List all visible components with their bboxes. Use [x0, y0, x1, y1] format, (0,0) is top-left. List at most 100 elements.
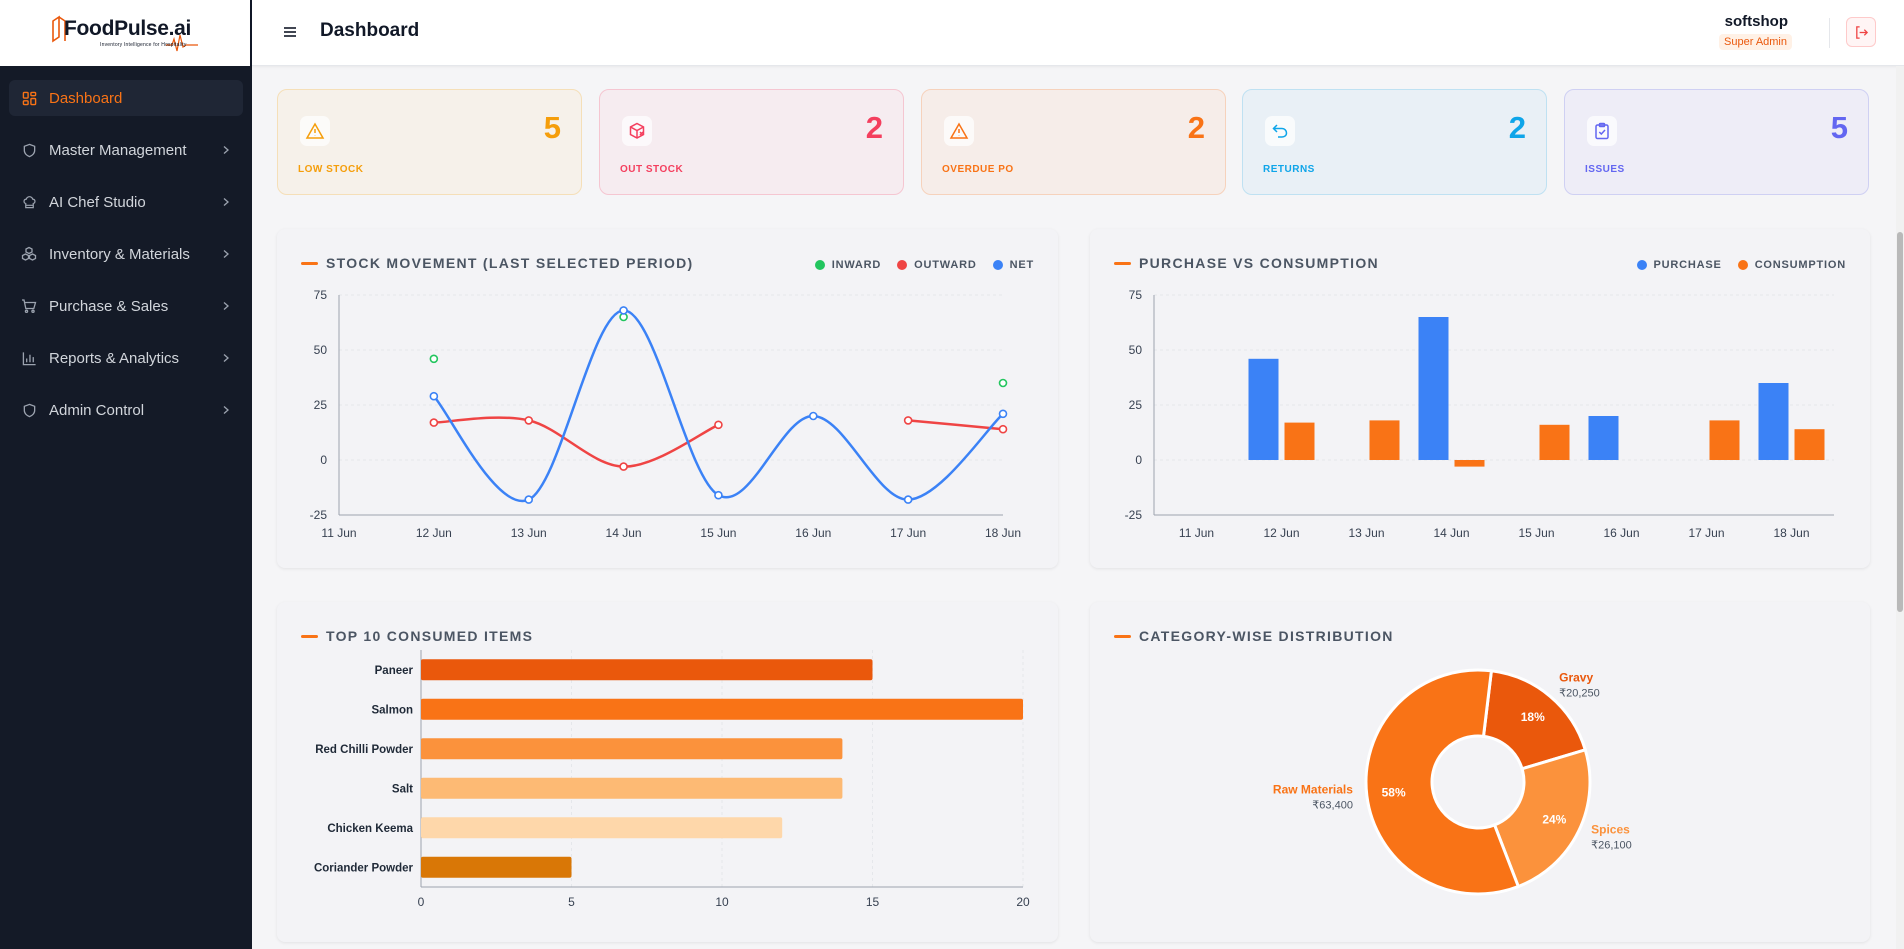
category-label: Red Chilli Powder [315, 744, 413, 756]
legend-label: PURCHASE [1653, 259, 1722, 271]
x-tick-label: 14 Jun [1433, 526, 1469, 540]
brand-area: FoodPulse.ai Inventory Intelligence for … [0, 0, 252, 66]
legend-label: NET [1009, 259, 1034, 271]
bar-consumption [1369, 420, 1400, 460]
sidebar-item-inventory-materials[interactable]: Inventory & Materials [9, 236, 243, 272]
panel-title: CATEGORY-WISE DISTRIBUTION [1114, 628, 1394, 644]
x-tick-label: 15 [866, 895, 880, 909]
data-point-outward [524, 416, 534, 425]
kpi-value: 5 [543, 110, 561, 145]
x-tick-label: 16 Jun [795, 526, 831, 540]
sidebar-nav: Dashboard Master Management AI Chef Stud… [0, 66, 252, 458]
title-accent-bar [1114, 634, 1131, 638]
category-distribution-title: CATEGORY-WISE DISTRIBUTION [1139, 628, 1394, 644]
sidebar-item-label: Inventory & Materials [49, 245, 190, 263]
bar-consumption [1454, 460, 1485, 467]
dashboard-icon [21, 90, 37, 106]
bar-consumption [1794, 429, 1825, 460]
slice-percent-label: 58% [1382, 786, 1406, 800]
stock-movement-panel: STOCK MOVEMENT (LAST SELECTED PERIOD) IN… [277, 229, 1058, 568]
sidebar-item-master-management[interactable]: Master Management [9, 132, 243, 168]
sidebar-item-label: Dashboard [49, 89, 123, 107]
bar-consumption [1709, 420, 1740, 460]
legend-item-outward[interactable]: OUTWARD [897, 259, 976, 271]
y-tick-label: 25 [1129, 398, 1143, 412]
sidebar-item-purchase-sales[interactable]: Purchase & Sales [9, 288, 243, 324]
purchase-consumption-title: PURCHASE VS CONSUMPTION [1139, 255, 1379, 271]
slice-value-label: ₹63,400 [1312, 800, 1353, 812]
kpi-card-low-stock[interactable]: 5 LOW STOCK [277, 89, 582, 195]
data-point-net [903, 495, 913, 504]
series-line-outward [908, 419, 1004, 431]
x-tick-label: 10 [715, 895, 729, 909]
header-divider [1829, 18, 1830, 48]
slice-name-label: Spices [1591, 822, 1630, 836]
purchase-consumption-chart: 75 50 25 0 -25 11 Jun 12 Jun 13 Jun 14 Jun 15 Jun… [1125, 288, 1834, 540]
sidebar-item-ai-chef-studio[interactable]: AI Chef Studio [9, 184, 243, 220]
x-tick-label: 12 Jun [1263, 526, 1299, 540]
legend-item-inward[interactable]: INWARD [814, 259, 881, 271]
x-tick-label: 5 [568, 895, 575, 909]
title-accent-bar [301, 261, 318, 265]
data-point-net [808, 411, 818, 421]
chevron-right-icon [223, 354, 229, 362]
data-point-outward [903, 416, 913, 425]
legend-label: OUTWARD [914, 259, 977, 271]
y-tick-label: 0 [320, 453, 327, 467]
y-tick-label: 75 [1129, 288, 1143, 302]
page-title: Dashboard [320, 20, 420, 41]
bar-consumption [1539, 424, 1570, 460]
boxes-icon [21, 246, 37, 262]
hbar [421, 698, 1023, 720]
stock-movement-legend: INWARD OUTWARD NET [814, 259, 1034, 271]
data-point-inward [998, 378, 1008, 388]
x-tick-label: 18 Jun [1773, 526, 1809, 540]
data-point-net [524, 495, 534, 504]
purchase-consumption-legend: PURCHASE CONSUMPTION [1636, 259, 1846, 271]
slice-value-label: ₹20,250 [1559, 688, 1600, 700]
sidebar-item-dashboard[interactable]: Dashboard [9, 80, 243, 116]
category-label: Chicken Keema [327, 823, 413, 835]
kpi-card-overdue-po[interactable]: 2 OVERDUE PO [921, 89, 1226, 195]
kpi-label: LOW STOCK [298, 164, 364, 175]
sidebar: FoodPulse.ai Inventory Intelligence for … [0, 0, 252, 949]
sidebar-item-label: AI Chef Studio [49, 193, 146, 211]
category-label: Salt [392, 783, 413, 795]
category-label: Coriander Powder [314, 862, 414, 874]
page-scrollbar-thumb[interactable] [1897, 232, 1903, 612]
stock-movement-title: STOCK MOVEMENT (LAST SELECTED PERIOD) [326, 255, 694, 271]
return-icon [1265, 116, 1295, 146]
user-name: softshop [1724, 13, 1788, 30]
x-tick-label: 13 Jun [511, 526, 547, 540]
logout-button[interactable] [1846, 17, 1876, 47]
sidebar-item-reports-analytics[interactable]: Reports & Analytics [9, 340, 243, 376]
legend-dot [1737, 260, 1748, 270]
x-tick-label: 20 [1016, 895, 1030, 909]
sidebar-item-label: Purchase & Sales [49, 297, 169, 315]
legend-item-net[interactable]: NET [992, 259, 1034, 271]
sidebar-item-admin-control[interactable]: Admin Control [9, 392, 243, 428]
x-tick-label: 15 Jun [700, 526, 736, 540]
panel-title: STOCK MOVEMENT (LAST SELECTED PERIOD) [301, 255, 694, 271]
legend-item-consumption[interactable]: CONSUMPTION [1737, 259, 1846, 271]
brand-logo[interactable]: FoodPulse.ai Inventory Intelligence for … [48, 11, 208, 55]
x-tick-label: 11 Jun [321, 526, 356, 540]
x-tick-label: 17 Jun [890, 526, 926, 540]
series-line-net [432, 309, 1004, 503]
bar-purchase [1758, 383, 1789, 460]
top-header: Dashboard softshop Super Admin [252, 0, 1904, 66]
chevron-right-icon [223, 406, 229, 414]
kpi-card-out-stock[interactable]: 2 OUT STOCK [599, 89, 904, 195]
y-tick-label: 0 [1135, 453, 1142, 467]
x-tick-label: 16 Jun [1603, 526, 1639, 540]
data-point-outward [998, 424, 1008, 434]
hamburger-menu-icon[interactable] [282, 24, 298, 40]
bar-purchase [1418, 317, 1449, 460]
warning-icon [944, 116, 974, 146]
x-tick-label: 12 Jun [416, 526, 452, 540]
legend-item-purchase[interactable]: PURCHASE [1636, 259, 1722, 271]
kpi-card-issues[interactable]: 5 ISSUES [1564, 89, 1869, 195]
kpi-card-returns[interactable]: 2 RETURNS [1242, 89, 1547, 195]
x-tick-label: 17 Jun [1688, 526, 1724, 540]
logo-mark-icon [52, 15, 198, 52]
